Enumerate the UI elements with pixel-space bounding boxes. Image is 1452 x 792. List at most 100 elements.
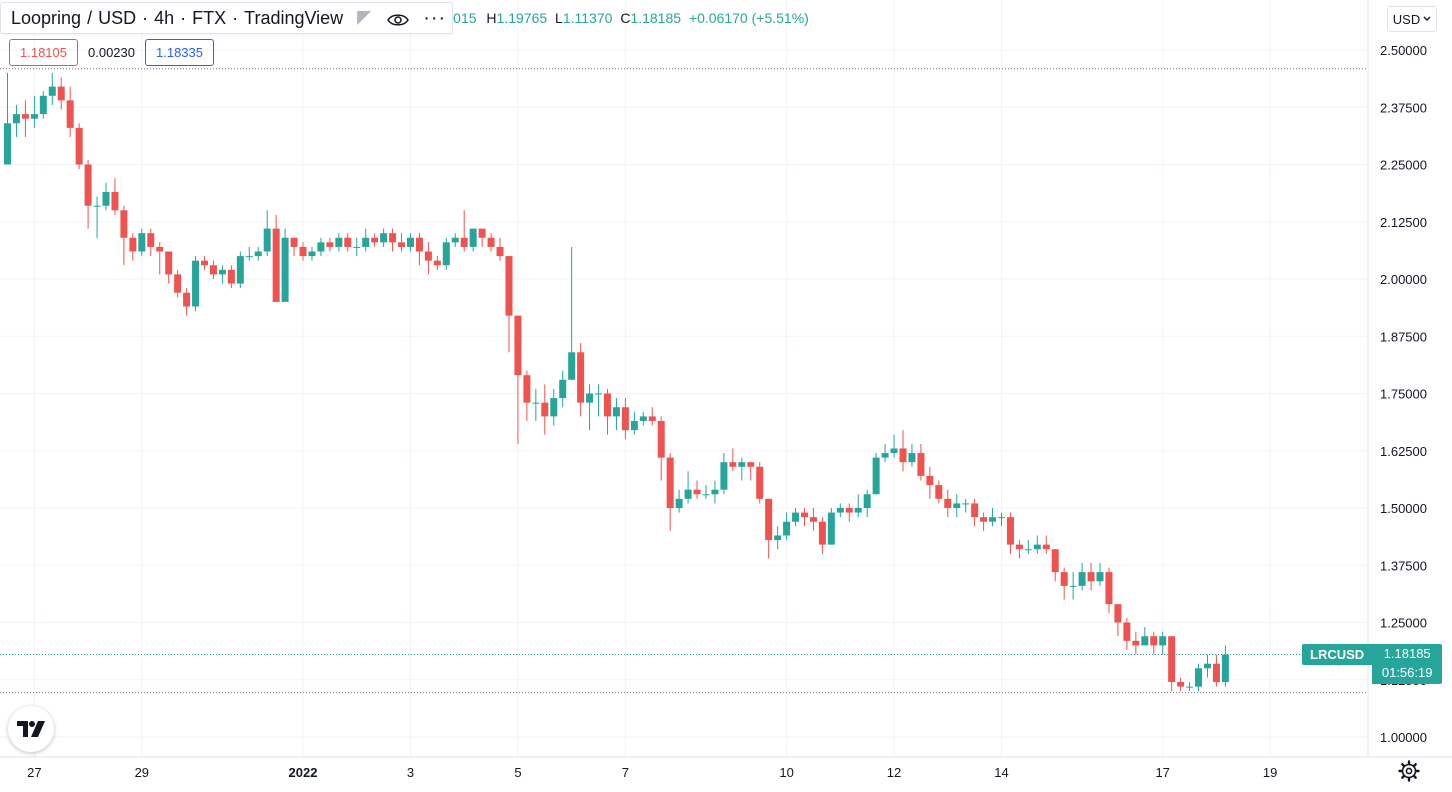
candle-body	[129, 237, 137, 252]
candle	[612, 398, 620, 431]
candle-body	[1024, 549, 1032, 551]
time-tick-label: 19	[1263, 765, 1277, 780]
candle	[93, 196, 101, 238]
candle-body	[720, 462, 728, 490]
candle-body	[1105, 572, 1113, 605]
candle-body	[66, 100, 74, 128]
candle-body	[738, 462, 746, 467]
candle	[389, 228, 397, 252]
candle	[568, 246, 576, 380]
candle	[129, 233, 137, 261]
candle-body	[1051, 549, 1059, 573]
candle-body	[1096, 572, 1104, 582]
reference-lines	[0, 68, 1368, 694]
candle-body	[93, 205, 101, 207]
candle	[290, 237, 298, 257]
bid-price[interactable]: 1.18105	[9, 39, 78, 66]
candle-body	[1159, 636, 1167, 646]
candle-body	[603, 393, 611, 417]
candle	[1114, 604, 1122, 637]
currency-label: USD	[1392, 11, 1421, 27]
candle-body	[39, 95, 47, 115]
symbol-title-box[interactable]: Loopring / USD · 4h · FTX · TradingView …	[0, 2, 454, 34]
visibility-icon[interactable]	[387, 11, 410, 26]
candle-body	[326, 242, 334, 247]
candle	[147, 228, 155, 257]
candle-body	[1221, 654, 1229, 683]
candle	[800, 508, 808, 527]
candle-body	[514, 315, 522, 376]
last-price-value: 1.18185	[1383, 646, 1431, 661]
exchange: FTX	[192, 7, 227, 28]
candle	[1221, 645, 1229, 687]
candle-body	[1132, 640, 1140, 646]
candle-body	[1006, 517, 1014, 545]
candle-body	[684, 489, 692, 499]
candle-body	[380, 233, 388, 243]
candle-body	[389, 233, 397, 243]
candle-body	[872, 457, 880, 495]
gear-icon[interactable]	[1398, 760, 1420, 782]
time-tick-label: 27	[27, 765, 41, 780]
candle-body	[577, 352, 585, 403]
candle	[818, 517, 826, 554]
candle-body	[272, 228, 280, 302]
candle-body	[1195, 668, 1203, 687]
candle-body	[559, 379, 567, 399]
candle-body	[1177, 682, 1185, 687]
interval[interactable]: 4h	[154, 7, 175, 28]
candle-body	[353, 246, 361, 248]
candle-body	[245, 256, 253, 258]
candle	[675, 489, 683, 513]
candle-body	[183, 292, 191, 307]
candle	[908, 443, 916, 467]
time-tick-label: 17	[1155, 765, 1169, 780]
currency-button[interactable]: USD	[1387, 6, 1437, 32]
symbol-name[interactable]: Loopring	[11, 7, 82, 28]
price-tick-label: 1.62500	[1380, 444, 1427, 459]
more-icon[interactable]: ···	[423, 7, 447, 29]
candle-body	[962, 503, 970, 505]
candle-body	[595, 393, 603, 395]
time-axis: 27 29 2022 3 5 7 10 12 14 17 19	[27, 765, 1277, 780]
ask-price[interactable]: 1.18335	[145, 39, 214, 66]
tradingview-logo[interactable]	[8, 706, 54, 752]
bar-countdown: 01:56:19	[1381, 665, 1433, 680]
candle-body	[487, 237, 495, 247]
candle-body	[621, 407, 629, 431]
candle	[227, 265, 235, 289]
candle-body	[935, 485, 943, 499]
candle	[1159, 631, 1167, 655]
candle-body	[675, 498, 683, 508]
candle-body	[75, 127, 83, 165]
candle-body	[209, 265, 217, 275]
price-tick-label: 2.50000	[1380, 43, 1427, 58]
time-tick-label: 5	[514, 765, 521, 780]
price-axis: 2.50000 2.37500 2.25000 2.12500 2.00000 1.875…	[1380, 43, 1427, 745]
candle-body	[156, 246, 164, 252]
candle	[1069, 572, 1077, 600]
candle	[165, 251, 173, 284]
candle-body	[236, 256, 244, 284]
candle-body	[1203, 663, 1211, 669]
candle	[39, 91, 47, 119]
candle-body	[201, 260, 209, 266]
candle-body	[218, 269, 226, 275]
high-value: 1.19765	[496, 10, 548, 26]
candle	[433, 256, 441, 270]
candle	[603, 388, 611, 435]
candle	[881, 443, 889, 463]
candle-body	[523, 375, 531, 403]
candle-body	[192, 260, 200, 307]
price-tick-label: 1.75000	[1380, 387, 1427, 402]
candle-body	[478, 228, 486, 238]
candle-body	[21, 114, 29, 119]
candle	[792, 508, 800, 527]
candle	[1186, 682, 1194, 692]
price-tick-label: 2.00000	[1380, 272, 1427, 287]
candle	[595, 384, 603, 417]
candle	[236, 251, 244, 289]
candle	[577, 343, 585, 417]
candle	[550, 388, 558, 426]
